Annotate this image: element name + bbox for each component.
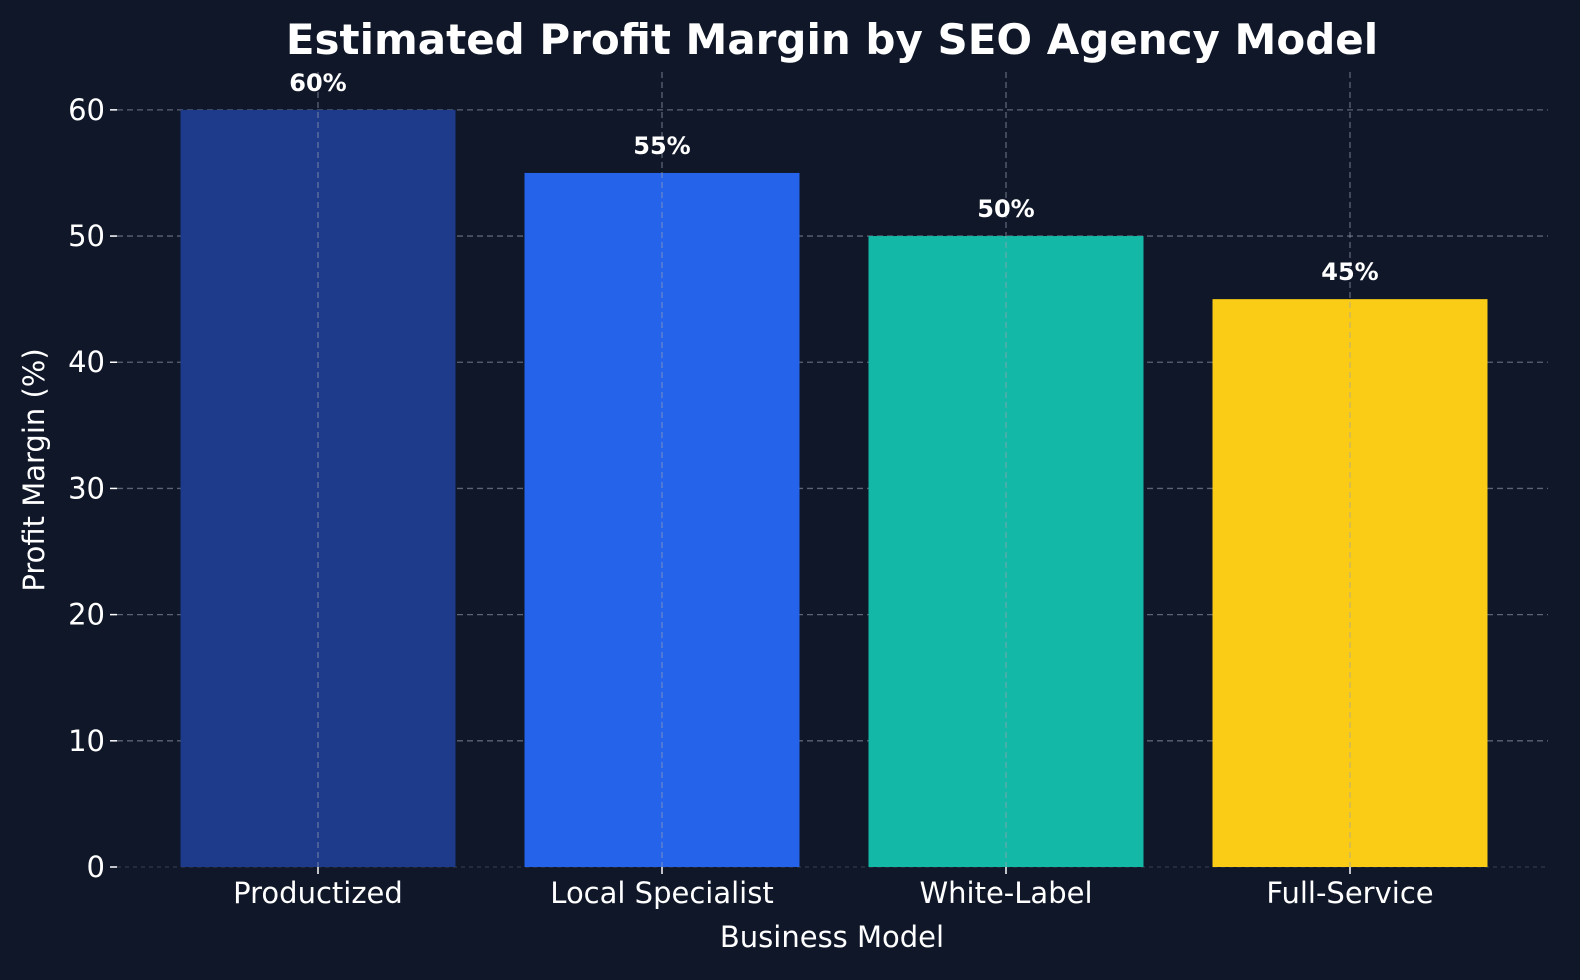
y-axis-label: Profit Margin (%) (17, 348, 51, 591)
data-labels: 60% 55% 50% 45% (289, 69, 1378, 286)
data-label: 45% (1321, 258, 1378, 286)
y-tick-label: 40 (68, 345, 105, 379)
bar (524, 172, 800, 867)
bar (868, 236, 1144, 868)
data-label: 55% (633, 132, 690, 160)
y-axis-ticks: 0 10 20 30 40 50 60 (68, 93, 117, 884)
bars (180, 109, 1488, 868)
y-tick-label: 0 (87, 850, 105, 884)
data-label: 50% (977, 195, 1034, 223)
x-axis-label: Business Model (720, 920, 944, 954)
y-tick-label: 20 (68, 598, 105, 632)
y-tick-label: 30 (68, 471, 105, 505)
x-tick-label: Productized (233, 876, 403, 910)
x-tick-label: White-Label (919, 876, 1092, 910)
x-axis-ticks: Productized Local Specialist White-Label Fu… (233, 867, 1434, 910)
vertical-grid (317, 72, 1351, 867)
x-tick-label: Full-Service (1266, 876, 1433, 910)
data-label: 60% (289, 69, 346, 97)
y-tick-label: 10 (68, 724, 105, 758)
x-tick-label: Local Specialist (550, 876, 773, 910)
y-tick-label: 60 (68, 93, 105, 127)
chart-title: Estimated Profit Margin by SEO Agency Mo… (286, 15, 1378, 64)
y-tick-label: 50 (68, 219, 105, 253)
